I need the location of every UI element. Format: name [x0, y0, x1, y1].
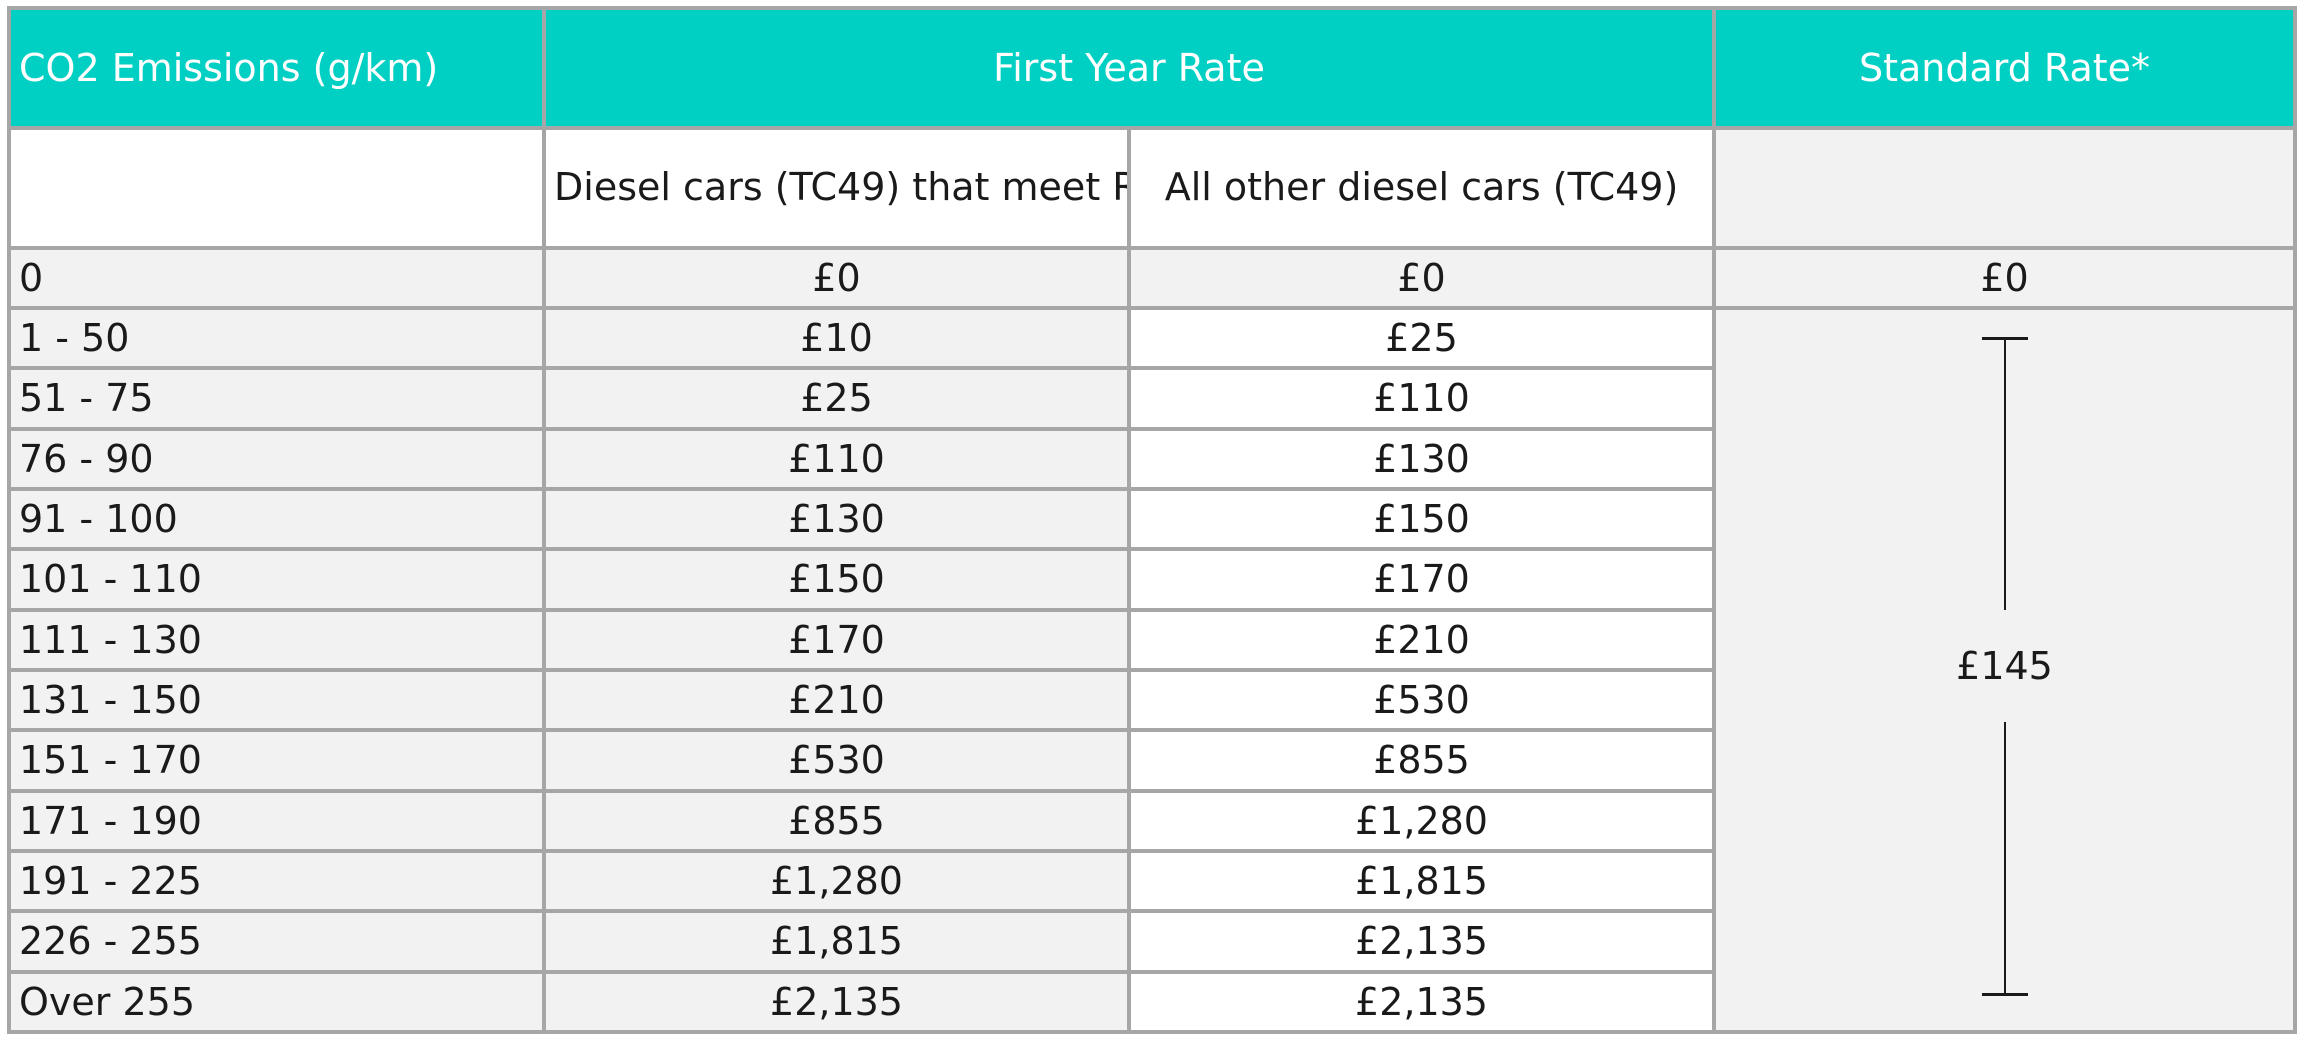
- rde2-petrol-rate: £855: [542, 788, 1131, 853]
- table-row: 151 - 170 £530 £855: [7, 728, 2295, 793]
- other-diesel-rate: £210: [1127, 607, 1716, 672]
- emission-band: 131 - 150: [7, 667, 546, 733]
- rde2-petrol-rate: £530: [542, 728, 1131, 793]
- standard-rate-zero: £0: [1712, 246, 2297, 310]
- standard-rate-header: Standard Rate*: [1712, 6, 2297, 130]
- other-diesel-rate: £855: [1127, 728, 1716, 793]
- standard-rate-value: £145: [1956, 644, 2053, 688]
- other-diesel-rate: £530: [1127, 667, 1716, 733]
- range-line-bottom: [2003, 722, 2006, 994]
- table-row: 51 - 75 £25 £110: [7, 366, 2295, 431]
- other-diesel-rate: £2,135: [1127, 969, 1716, 1035]
- table-row: 1 - 50 £10 £25 £145: [7, 305, 2297, 1034]
- rde2-petrol-rate: £1,815: [542, 909, 1131, 974]
- table-row: 191 - 225 £1,280 £1,815: [7, 848, 2295, 914]
- header-row: CO2 Emissions (g/km) First Year Rate Sta…: [7, 6, 2297, 130]
- standard-rate-merged-cell: £145: [1712, 306, 2297, 1034]
- other-diesel-rate: £1,815: [1127, 848, 1716, 914]
- table-row: 101 - 110 £150 £170: [7, 547, 2295, 612]
- rde2-petrol-rate: £130: [542, 486, 1131, 552]
- other-diesel-rate: £25: [1127, 305, 1716, 371]
- rde2-petrol-rate: £1,280: [542, 848, 1131, 914]
- range-cap-bottom: [1981, 993, 2028, 996]
- subheader-other-diesel: All other diesel cars (TC49): [1127, 126, 1716, 250]
- subheader-rde2-petrol: Diesel cars (TC49) that meet RDE2 & petr…: [542, 126, 1131, 250]
- table-row: 91 - 100 £130 £150: [7, 486, 2295, 552]
- emission-band: 191 - 225: [7, 848, 546, 914]
- table-row: 226 - 255 £1,815 £2,135: [7, 909, 2295, 974]
- emission-band: 151 - 170: [7, 728, 546, 793]
- emission-band: 226 - 255: [7, 909, 546, 974]
- other-diesel-rate: £150: [1127, 486, 1716, 552]
- zero-emissions-row: 0 £0 £0 £0: [7, 246, 2297, 310]
- standard-rate-range-bracket: £145: [1724, 312, 2285, 1028]
- first-year-rate-header: First Year Rate: [542, 6, 1716, 130]
- emission-band: Over 255: [7, 969, 546, 1035]
- other-diesel-rate: £1,280: [1127, 788, 1716, 853]
- rde2-petrol-rate: £150: [542, 547, 1131, 612]
- other-diesel-rate: £0: [1127, 246, 1716, 310]
- rde2-petrol-rate: £210: [542, 667, 1131, 733]
- emission-band: 51 - 75: [7, 366, 546, 431]
- other-diesel-rate: £110: [1127, 366, 1716, 431]
- rde2-petrol-rate: £25: [542, 366, 1131, 431]
- range-line-top: [2003, 338, 2006, 610]
- emission-band: 91 - 100: [7, 486, 546, 552]
- emission-band: 0: [7, 246, 546, 310]
- subheader-row: Diesel cars (TC49) that meet RDE2 & petr…: [7, 126, 2297, 250]
- subheader-standard-empty: [1712, 126, 2297, 250]
- rde2-petrol-rate: £0: [542, 246, 1131, 310]
- emission-band: 76 - 90: [7, 426, 546, 491]
- emission-band: 101 - 110: [7, 547, 546, 612]
- other-diesel-rate: £2,135: [1127, 909, 1716, 974]
- vehicle-tax-table: CO2 Emissions (g/km) First Year Rate Sta…: [7, 6, 2297, 1035]
- other-diesel-rate: £130: [1127, 426, 1716, 491]
- rde2-petrol-rate: £170: [542, 607, 1131, 672]
- emission-band: 1 - 50: [7, 305, 546, 371]
- subheader-empty-cell: [7, 126, 546, 250]
- other-diesel-rate: £170: [1127, 547, 1716, 612]
- emission-band: 111 - 130: [7, 607, 546, 672]
- table-row: 76 - 90 £110 £130: [7, 426, 2295, 491]
- emission-band: 171 - 190: [7, 788, 546, 853]
- rde2-petrol-rate: £110: [542, 426, 1131, 491]
- table-row: 111 - 130 £170 £210: [7, 607, 2295, 672]
- table-row: Over 255 £2,135 £2,135: [7, 969, 2295, 1035]
- rde2-petrol-rate: £2,135: [542, 969, 1131, 1035]
- table-row: 131 - 150 £210 £530: [7, 667, 2295, 733]
- rde2-petrol-rate: £10: [542, 305, 1131, 371]
- table-row: 171 - 190 £855 £1,280: [7, 788, 2295, 853]
- emissions-header: CO2 Emissions (g/km): [7, 6, 546, 130]
